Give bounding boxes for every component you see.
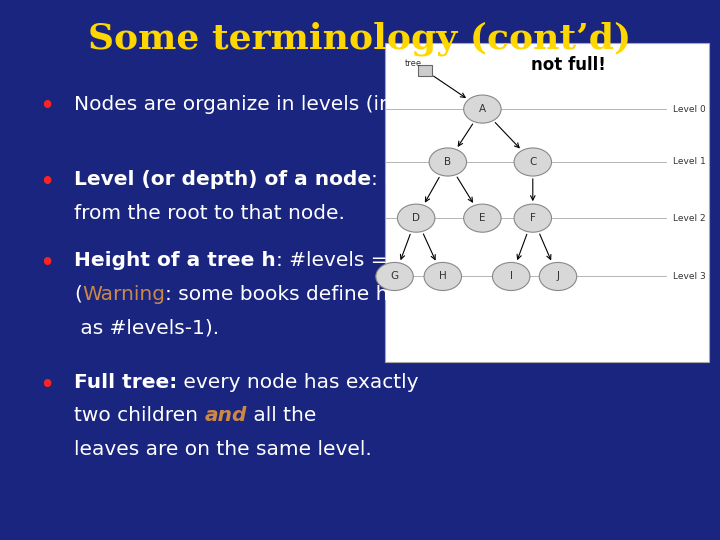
Text: H: H xyxy=(439,272,446,281)
Text: Some terminology (cont’d): Some terminology (cont’d) xyxy=(89,22,631,56)
Text: : #levels = L: : #levels = L xyxy=(276,251,405,270)
Text: as #levels-1).: as #levels-1). xyxy=(74,318,220,337)
Text: (: ( xyxy=(74,285,82,303)
Text: J: J xyxy=(557,272,559,281)
Circle shape xyxy=(376,262,413,291)
Text: G: G xyxy=(390,272,399,281)
Text: E: E xyxy=(479,213,486,223)
Text: leaves are on the same level.: leaves are on the same level. xyxy=(74,440,372,458)
Circle shape xyxy=(424,262,462,291)
Circle shape xyxy=(514,204,552,232)
Text: Level (or depth) of a node: Level (or depth) of a node xyxy=(74,170,372,189)
Text: : some books define h: : some books define h xyxy=(165,285,389,303)
Text: every node has exactly: every node has exactly xyxy=(177,373,419,392)
Text: D: D xyxy=(412,213,420,223)
Text: Height of a tree h: Height of a tree h xyxy=(74,251,276,270)
Text: I: I xyxy=(510,272,513,281)
Circle shape xyxy=(397,204,435,232)
Text: tree: tree xyxy=(405,58,422,68)
Circle shape xyxy=(492,262,530,291)
Text: C: C xyxy=(529,157,536,167)
Text: •: • xyxy=(40,94,55,120)
Text: Warning: Warning xyxy=(82,285,165,303)
Circle shape xyxy=(539,262,577,291)
Text: •: • xyxy=(40,251,55,277)
Text: all the: all the xyxy=(247,406,316,425)
Text: •: • xyxy=(40,170,55,196)
Text: not full!: not full! xyxy=(531,56,606,74)
Text: Level 1: Level 1 xyxy=(673,158,706,166)
Text: and: and xyxy=(204,406,247,425)
Text: two children: two children xyxy=(74,406,204,425)
Circle shape xyxy=(429,148,467,176)
Text: Nodes are organize in levels (indexed from 0).: Nodes are organize in levels (indexed fr… xyxy=(74,94,541,113)
Text: Full tree:: Full tree: xyxy=(74,373,177,392)
FancyBboxPatch shape xyxy=(385,43,709,362)
Text: Level 3: Level 3 xyxy=(673,272,706,281)
FancyBboxPatch shape xyxy=(418,65,432,76)
Text: •: • xyxy=(40,373,55,399)
Text: F: F xyxy=(530,213,536,223)
Text: Level 0: Level 0 xyxy=(673,105,706,113)
Circle shape xyxy=(514,148,552,176)
Circle shape xyxy=(464,204,501,232)
Text: from the root to that node.: from the root to that node. xyxy=(74,204,345,222)
Text: : number of edges in the path: : number of edges in the path xyxy=(372,170,674,189)
Circle shape xyxy=(464,95,501,123)
Text: A: A xyxy=(479,104,486,114)
Text: B: B xyxy=(444,157,451,167)
Text: Level 2: Level 2 xyxy=(673,214,706,222)
